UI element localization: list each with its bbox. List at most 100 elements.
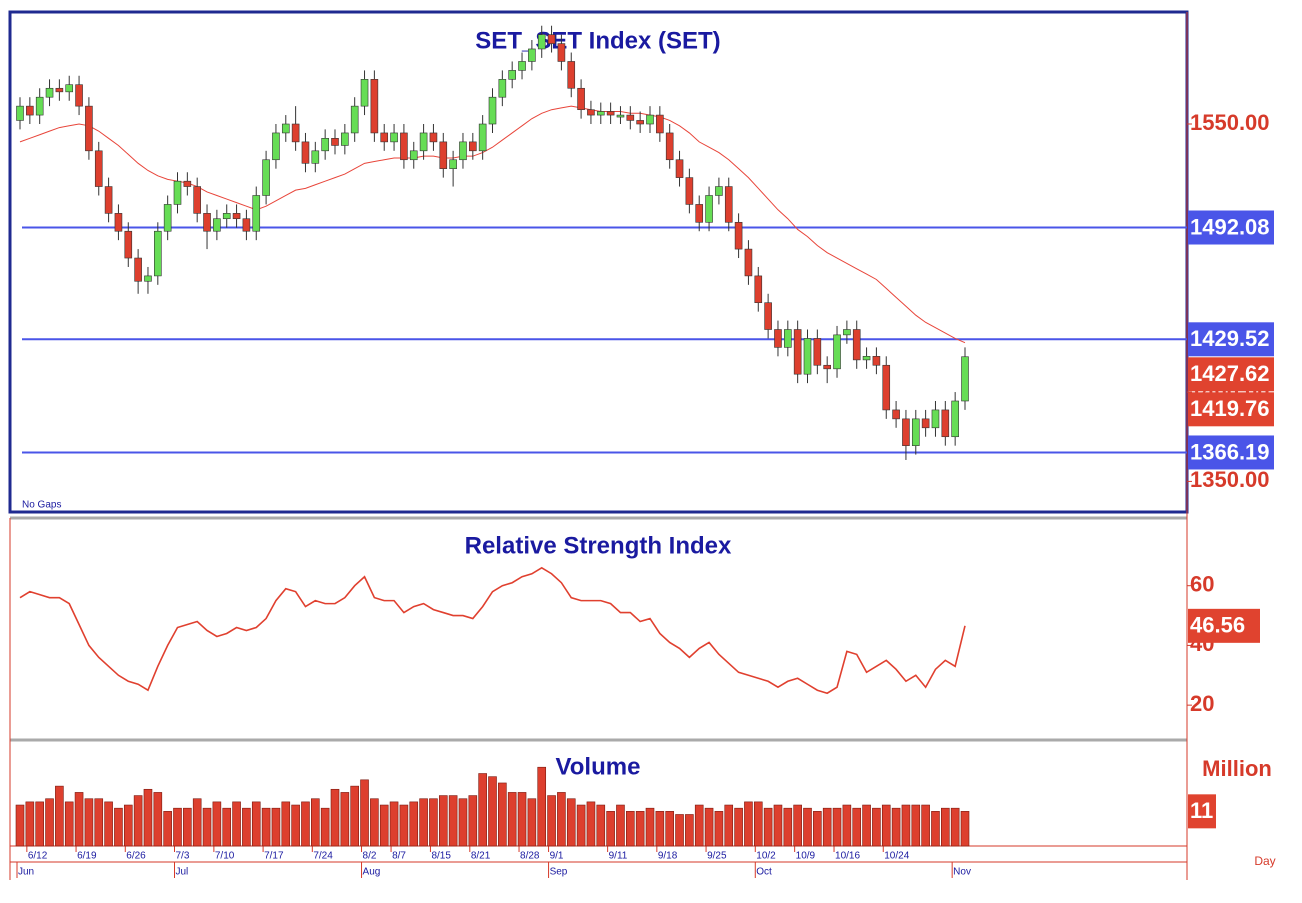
candle-body: [734, 221, 743, 250]
x-tick-label: 8/2: [363, 851, 377, 862]
candle-body: [784, 329, 792, 348]
volume-unit: Million: [1202, 756, 1272, 781]
candle-body: [163, 204, 172, 232]
candle-body: [409, 150, 418, 161]
volume-bar: [862, 804, 871, 847]
volume-bar: [626, 811, 635, 847]
volume-bar: [133, 795, 143, 847]
volume-bar: [675, 814, 684, 847]
volume-bar: [458, 798, 468, 847]
y-tick-label: 60: [1190, 572, 1214, 597]
value-box-label: 1429.52: [1190, 326, 1270, 351]
volume-bar: [45, 798, 54, 847]
candle-body: [26, 105, 34, 116]
candle-body: [646, 114, 654, 125]
volume-bar: [793, 804, 802, 847]
volume-bar: [114, 807, 123, 847]
candle-body: [134, 257, 142, 282]
candle-body: [547, 34, 556, 44]
candle-body: [567, 61, 576, 89]
x-axis-label: Day: [1254, 854, 1275, 868]
volume-bar: [931, 811, 940, 847]
x-tick-label: 9/25: [707, 851, 727, 862]
volume-bar: [350, 785, 359, 847]
volume-bar: [507, 792, 517, 847]
value-box: [1188, 794, 1216, 829]
candle-body: [626, 114, 635, 121]
volume-bar: [665, 811, 674, 847]
x-tick-label: 10/2: [756, 851, 776, 862]
candle-body: [892, 409, 900, 420]
volume-bar: [55, 785, 64, 847]
volume-bar: [261, 807, 271, 847]
x-tick-label: 8/28: [520, 851, 540, 862]
y-tick-label: 1550.00: [1190, 110, 1270, 135]
x-tick-label: 6/19: [77, 851, 97, 862]
candle-body: [429, 132, 438, 143]
candle-body: [203, 213, 211, 232]
candle-body: [281, 123, 290, 134]
volume-bar: [635, 811, 645, 847]
volume-bar: [389, 801, 399, 847]
volume-bar: [901, 804, 911, 847]
value-box-label: 11: [1190, 798, 1213, 823]
y-tick-label: 1350.00: [1190, 467, 1270, 492]
x-tick-label: 9/18: [658, 851, 678, 862]
rsi-title: Relative Strength Index: [465, 532, 732, 559]
candle-body: [45, 87, 54, 98]
volume-bar: [527, 798, 537, 847]
value-box-label: 1419.76: [1190, 396, 1270, 421]
candle-body: [449, 159, 457, 169]
volume-bar: [438, 795, 448, 847]
candle-body: [272, 132, 280, 161]
x-tick-label: 8/7: [392, 851, 406, 862]
volume-bar: [104, 801, 113, 847]
volume-bar: [192, 798, 202, 847]
volume-bar: [822, 807, 832, 847]
volume-bar: [320, 807, 330, 847]
candle-body: [252, 195, 261, 232]
candle-body: [774, 329, 782, 348]
volume-bar: [399, 804, 409, 847]
candle-body: [665, 132, 674, 161]
candle-body: [685, 177, 694, 205]
candle-body: [439, 141, 448, 169]
volume-bar: [202, 807, 212, 847]
candle-body: [577, 87, 585, 111]
x-tick-label: 10/24: [884, 851, 909, 862]
candle-body: [498, 79, 507, 98]
volume-bar: [557, 792, 566, 847]
value-box: [1188, 392, 1274, 427]
volume-bar: [734, 807, 743, 847]
candle-body: [104, 186, 113, 214]
volume-bar: [64, 801, 74, 847]
volume-bar: [370, 798, 379, 847]
volume-bar: [84, 798, 94, 847]
volume-bar: [25, 801, 35, 847]
candle-body: [213, 218, 221, 232]
volume-bar: [123, 804, 133, 847]
main-panel-frame: [8, 10, 1189, 514]
volume-bar: [960, 811, 970, 847]
volume-bar: [852, 807, 862, 847]
volume-bar: [813, 811, 822, 847]
candle-body: [793, 329, 802, 375]
chart-title: SET_SET Index (SET): [475, 27, 720, 54]
volume-bar: [655, 811, 665, 847]
candle-body: [193, 186, 201, 214]
candle-body: [16, 105, 24, 121]
y-tick-label: 20: [1190, 691, 1214, 716]
value-box-label: 1427.62: [1190, 361, 1270, 386]
volume-bar: [753, 801, 763, 847]
volume-bar: [586, 801, 596, 847]
volume-bar: [714, 811, 724, 847]
candle-body: [823, 364, 831, 370]
candle-body: [931, 409, 940, 429]
volume-bar: [724, 804, 734, 847]
candle-body: [478, 123, 487, 152]
candle-body: [705, 195, 713, 223]
candle-body: [459, 141, 467, 161]
candle-body: [862, 356, 871, 361]
x-tick-label: 6/12: [28, 851, 48, 862]
